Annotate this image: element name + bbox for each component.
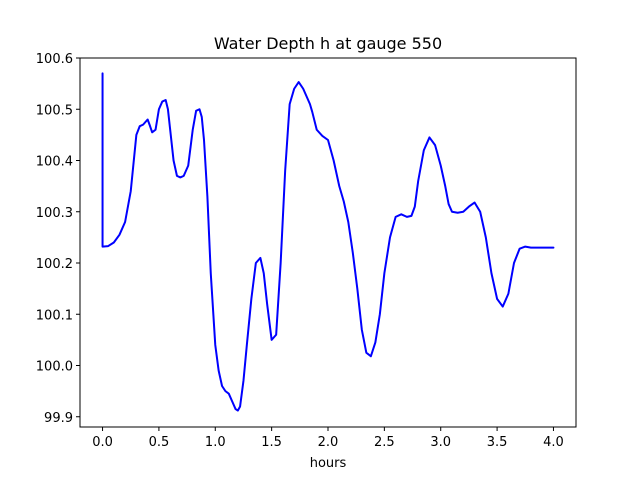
y-tick-label: 100.0: [36, 360, 73, 375]
x-tick-label: 2.0: [318, 435, 339, 450]
chart-title: Water Depth h at gauge 550: [214, 34, 442, 53]
x-axis-label: hours: [310, 456, 347, 471]
y-tick-label: 100.4: [36, 155, 73, 170]
x-tick-label: 3.0: [430, 435, 451, 450]
x-tick-label: 0.0: [92, 435, 113, 450]
x-tick-label: 1.0: [205, 435, 226, 450]
x-tick-label: 2.5: [374, 435, 395, 450]
y-tick-label: 100.6: [36, 52, 73, 67]
x-tick-label: 0.5: [149, 435, 170, 450]
series-line: [101, 72, 555, 412]
y-axis: 99.9 100.0 100.1 100.2 100.3 100.4 100.5 100.6: [36, 52, 80, 426]
y-tick-label: 99.9: [44, 411, 73, 426]
plot-frame: [79, 57, 577, 428]
y-tick-label: 100.3: [36, 206, 73, 221]
x-tick-label: 3.5: [487, 435, 508, 450]
x-tick-label: 1.5: [261, 435, 282, 450]
y-tick-label: 100.5: [36, 103, 73, 118]
series-layer: [101, 72, 555, 412]
y-tick-label: 100.2: [36, 257, 73, 272]
x-tick-label: 4.0: [543, 435, 564, 450]
x-axis: 0.0 0.5 1.0 1.5 2.0 2.5 3.0 3.5 4.0: [92, 427, 564, 450]
y-tick-label: 100.1: [36, 308, 73, 323]
